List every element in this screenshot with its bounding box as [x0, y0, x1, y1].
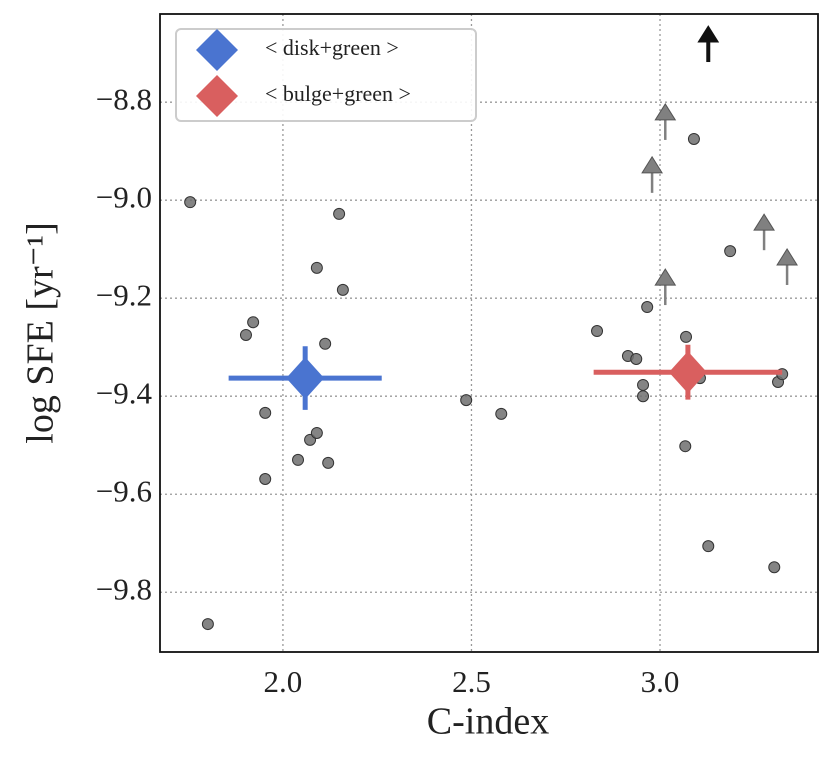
data-point [336, 283, 349, 296]
x-tick-label: 2.5 [452, 664, 491, 699]
y-tick-label: −9.8 [96, 571, 152, 606]
legend-marker [196, 29, 238, 71]
upper-limit [641, 155, 663, 193]
x-tick-label: 2.0 [264, 664, 303, 699]
data-point [679, 440, 692, 453]
data-point [319, 337, 332, 350]
legend-label: < bulge+green > [265, 81, 411, 106]
upper-limit [654, 268, 677, 306]
data-point [259, 406, 272, 419]
data-point [201, 618, 214, 631]
upper-limit [654, 102, 677, 140]
arrow-head [697, 25, 720, 43]
arrow-head [641, 155, 663, 174]
data-point [724, 245, 737, 258]
data-point [702, 540, 715, 553]
data-point [322, 456, 335, 469]
data-point [768, 561, 781, 574]
x-tick-label: 3.0 [641, 664, 680, 699]
mean-marker [668, 351, 707, 394]
data-point [292, 453, 305, 466]
data-point [460, 394, 473, 407]
data-point [641, 301, 654, 314]
data-point [687, 132, 700, 145]
upper-limit [753, 213, 775, 251]
mean-marker [286, 357, 325, 400]
data-point [637, 378, 650, 391]
plot-frame [159, 13, 819, 653]
data-point [184, 196, 197, 209]
arrow-head [776, 248, 798, 266]
arrow-head [753, 213, 775, 231]
data-point [247, 316, 260, 329]
data-point [310, 426, 323, 439]
data-point [333, 207, 346, 220]
arrow-head [654, 102, 677, 121]
legend-marker [196, 75, 238, 117]
x-axis-label: C-index [427, 701, 549, 743]
legend: < disk+green > < bulge+green > [175, 28, 477, 122]
arrow-head [654, 268, 677, 286]
data-point [637, 390, 650, 403]
data-point [239, 328, 252, 341]
y-tick-label: −9.6 [96, 473, 152, 508]
y-tick-label: −8.8 [96, 81, 152, 116]
legend-box [175, 28, 477, 122]
y-tick-label: −9.2 [96, 277, 152, 312]
data-point [680, 330, 693, 343]
y-tick-label: −9.4 [96, 375, 153, 410]
data-point [630, 352, 643, 365]
data-point [310, 261, 323, 274]
upper-limit-key [697, 25, 720, 63]
legend-label: < disk+green > [265, 35, 399, 60]
data-point [259, 473, 272, 486]
y-tick-label: −9.0 [96, 179, 152, 214]
y-axis-label: log SFE [yr⁻¹] [20, 222, 62, 443]
data-point [495, 407, 508, 420]
upper-limit [776, 248, 798, 285]
data-point [591, 325, 604, 338]
